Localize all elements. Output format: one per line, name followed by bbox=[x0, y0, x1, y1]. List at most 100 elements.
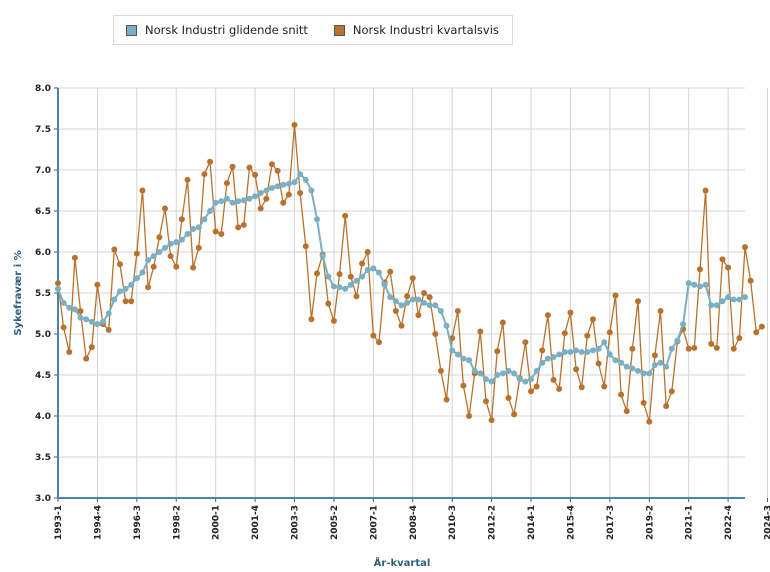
x-tick-label: 2012-2 bbox=[488, 505, 498, 540]
x-tick-label: 2007-1 bbox=[369, 505, 379, 540]
data-point-kvartalsvis bbox=[178, 216, 185, 223]
data-point-kvartalsvis bbox=[578, 384, 585, 391]
data-point-glidende-snitt bbox=[280, 181, 287, 188]
data-point-glidende-snitt bbox=[291, 179, 298, 186]
legend-label-kvartalsvis: Norsk Industri kvartalsvis bbox=[352, 23, 499, 37]
data-point-kvartalsvis bbox=[488, 417, 495, 424]
data-point-kvartalsvis bbox=[505, 394, 512, 401]
data-point-glidende-snitt bbox=[550, 353, 557, 360]
data-point-glidende-snitt bbox=[426, 302, 433, 309]
data-point-kvartalsvis bbox=[398, 322, 405, 329]
y-tick-label: 6.5 bbox=[35, 207, 51, 217]
data-point-kvartalsvis bbox=[584, 332, 591, 339]
data-point-kvartalsvis bbox=[240, 221, 247, 228]
data-point-kvartalsvis bbox=[595, 360, 602, 367]
data-point-glidende-snitt bbox=[257, 189, 264, 196]
data-point-glidende-snitt bbox=[150, 253, 157, 260]
data-point-kvartalsvis bbox=[640, 399, 647, 406]
data-point-kvartalsvis bbox=[539, 347, 546, 354]
data-point-glidende-snitt bbox=[466, 357, 473, 364]
data-point-glidende-snitt bbox=[223, 195, 230, 202]
data-point-kvartalsvis bbox=[454, 308, 461, 315]
data-point-kvartalsvis bbox=[635, 298, 642, 305]
data-point-glidende-snitt bbox=[156, 249, 163, 255]
y-tick-label: 7.0 bbox=[35, 166, 51, 176]
data-point-glidende-snitt bbox=[240, 197, 247, 204]
data-point-glidende-snitt bbox=[516, 376, 523, 383]
data-point-kvartalsvis bbox=[285, 191, 292, 198]
data-point-glidende-snitt bbox=[100, 318, 107, 325]
data-point-glidende-snitt bbox=[375, 269, 382, 276]
y-tick-label: 6.0 bbox=[35, 248, 51, 258]
data-point-kvartalsvis bbox=[567, 309, 574, 316]
data-point-glidende-snitt bbox=[128, 281, 135, 288]
data-point-glidende-snitt bbox=[314, 216, 321, 223]
data-point-glidende-snitt bbox=[116, 288, 123, 295]
data-point-glidende-snitt bbox=[651, 362, 658, 369]
data-point-glidende-snitt bbox=[308, 187, 315, 194]
y-tick-label: 8.0 bbox=[35, 84, 51, 94]
data-point-kvartalsvis bbox=[404, 293, 411, 300]
data-point-kvartalsvis bbox=[116, 261, 123, 268]
y-tick-label: 3.5 bbox=[35, 453, 51, 463]
x-tick-label: 2019-2 bbox=[645, 505, 655, 540]
data-point-kvartalsvis bbox=[742, 244, 748, 251]
data-point-kvartalsvis bbox=[522, 339, 529, 346]
data-point-glidende-snitt bbox=[60, 299, 67, 306]
data-point-glidende-snitt bbox=[629, 365, 636, 372]
grid-lines bbox=[57, 87, 769, 499]
data-point-glidende-snitt bbox=[161, 244, 168, 251]
legend-item-kvartalsvis[interactable]: Norsk Industri kvartalsvis bbox=[333, 23, 499, 37]
data-point-glidende-snitt bbox=[404, 299, 411, 306]
data-point-glidende-snitt bbox=[691, 281, 698, 288]
data-point-glidende-snitt bbox=[347, 281, 354, 288]
data-point-kvartalsvis bbox=[223, 180, 230, 187]
data-point-kvartalsvis bbox=[88, 344, 95, 351]
x-tick-label: 2021-1 bbox=[685, 505, 695, 540]
data-point-glidende-snitt bbox=[702, 281, 709, 288]
data-point-glidende-snitt bbox=[263, 187, 270, 194]
data-point-kvartalsvis bbox=[409, 275, 416, 282]
data-point-kvartalsvis bbox=[173, 263, 180, 270]
data-point-glidende-snitt bbox=[88, 318, 95, 325]
data-point-glidende-snitt bbox=[528, 376, 535, 383]
y-tick-label: 5.5 bbox=[35, 289, 51, 299]
legend-item-glidende-snitt[interactable]: Norsk Industri glidende snitt bbox=[126, 23, 308, 37]
data-point-kvartalsvis bbox=[589, 316, 596, 323]
data-point-kvartalsvis bbox=[229, 163, 236, 170]
y-tick-label: 4.0 bbox=[35, 412, 51, 422]
data-point-glidende-snitt bbox=[409, 296, 416, 303]
data-point-glidende-snitt bbox=[83, 316, 90, 323]
data-point-kvartalsvis bbox=[713, 344, 720, 351]
data-point-kvartalsvis bbox=[325, 300, 332, 307]
data-point-glidende-snitt bbox=[184, 230, 191, 237]
x-tick-label: 2005-2 bbox=[330, 505, 340, 540]
data-point-kvartalsvis bbox=[235, 224, 242, 231]
data-point-glidende-snitt bbox=[708, 302, 715, 309]
data-point-glidende-snitt bbox=[635, 367, 642, 374]
data-point-kvartalsvis bbox=[629, 345, 636, 352]
data-point-glidende-snitt bbox=[353, 277, 360, 284]
data-point-kvartalsvis bbox=[128, 298, 135, 305]
data-point-kvartalsvis bbox=[573, 366, 580, 373]
data-point-glidende-snitt bbox=[556, 351, 563, 358]
data-point-kvartalsvis bbox=[370, 332, 377, 339]
data-point-glidende-snitt bbox=[325, 273, 332, 280]
data-point-glidende-snitt bbox=[730, 296, 737, 303]
data-point-glidende-snitt bbox=[55, 285, 61, 292]
x-axis-title: År-kvartal bbox=[374, 556, 431, 569]
data-point-glidende-snitt bbox=[71, 306, 78, 313]
data-point-glidende-snitt bbox=[285, 180, 292, 187]
data-point-kvartalsvis bbox=[77, 308, 84, 315]
data-point-glidende-snitt bbox=[657, 359, 664, 366]
data-point-glidende-snitt bbox=[398, 302, 405, 309]
x-tick-label: 2014-1 bbox=[527, 505, 537, 540]
data-point-glidende-snitt bbox=[268, 185, 275, 192]
data-point-kvartalsvis bbox=[71, 254, 78, 261]
data-point-glidende-snitt bbox=[190, 226, 197, 233]
data-point-glidende-snitt bbox=[111, 296, 118, 303]
data-point-glidende-snitt bbox=[663, 363, 670, 370]
x-tick-label: 2001-4 bbox=[251, 505, 261, 540]
data-point-glidende-snitt bbox=[482, 376, 489, 383]
data-point-kvartalsvis bbox=[274, 167, 281, 174]
